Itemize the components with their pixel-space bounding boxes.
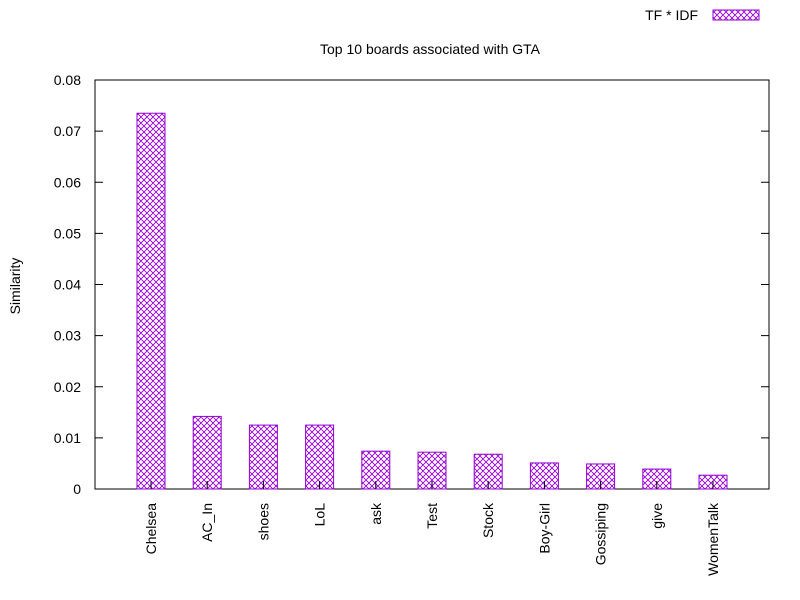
x-tick-label: Boy-Girl — [536, 503, 552, 554]
y-tick-label: 0.04 — [54, 277, 81, 293]
x-axis-tick-labels: Chelsea AC_In shoes LoL ask Test Stock Boy-Girl… — [143, 502, 721, 576]
x-tick-label: Gossiping — [593, 503, 609, 565]
y-axis-label: Similarity — [7, 258, 23, 315]
x-tick-label: AC_In — [199, 503, 215, 542]
bar-shoes — [248, 424, 278, 490]
chart-title: Top 10 boards associated with GTA — [320, 41, 541, 57]
y-tick-label: 0.02 — [54, 379, 81, 395]
x-tick-label: shoes — [255, 503, 271, 540]
y-tick-label: 0.05 — [54, 225, 81, 241]
y-axis-ticks: 0 0.01 0.02 0.03 0.04 0.05 0.06 0.07 0.08 — [54, 72, 769, 497]
bar-chelsea — [136, 112, 166, 490]
y-tick-label: 0.08 — [54, 72, 81, 88]
x-tick-label: Chelsea — [143, 503, 159, 555]
x-tick-label: ask — [368, 502, 384, 525]
x-tick-label: give — [649, 503, 665, 529]
x-tick-label: WomenTalk — [705, 502, 721, 576]
y-tick-label: 0.03 — [54, 328, 81, 344]
y-tick-label: 0 — [73, 481, 81, 497]
y-tick-label: 0.06 — [54, 174, 81, 190]
y-tick-label: 0.07 — [54, 123, 81, 139]
legend-swatch-tf-idf — [712, 9, 760, 21]
x-tick-label: Test — [424, 503, 440, 529]
bars — [136, 112, 728, 490]
x-tick-label: LoL — [312, 503, 328, 527]
legend: TF * IDF — [645, 7, 760, 23]
bar-lol — [305, 424, 335, 490]
bar-ac-in — [192, 415, 222, 490]
y-tick-label: 0.01 — [54, 430, 81, 446]
legend-label-tf-idf: TF * IDF — [645, 7, 698, 23]
x-tick-label: Stock — [480, 502, 496, 538]
